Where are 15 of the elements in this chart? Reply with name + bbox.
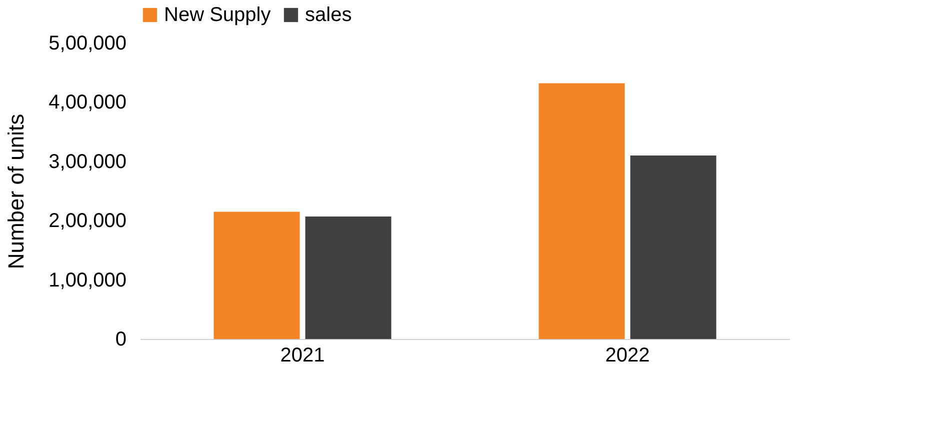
y-axis-title: Number of units — [4, 114, 29, 270]
y-tick-label: 0 — [115, 328, 126, 350]
y-tick-label: 1,00,000 — [48, 269, 126, 292]
y-tick-label: 4,00,000 — [48, 92, 126, 114]
y-tick-label: 3,00,000 — [48, 150, 126, 173]
y-tick-label: 2,00,000 — [48, 210, 126, 232]
x-tick-label: 2021 — [280, 344, 325, 366]
x-tick-label: 2022 — [605, 344, 650, 366]
bar — [305, 216, 392, 339]
bar — [538, 83, 625, 339]
legend-label: New Supply — [164, 4, 271, 26]
bar — [214, 212, 300, 339]
y-tick-label: 5,00,000 — [48, 32, 126, 54]
legend-label: sales — [305, 4, 352, 26]
bar — [630, 155, 716, 339]
